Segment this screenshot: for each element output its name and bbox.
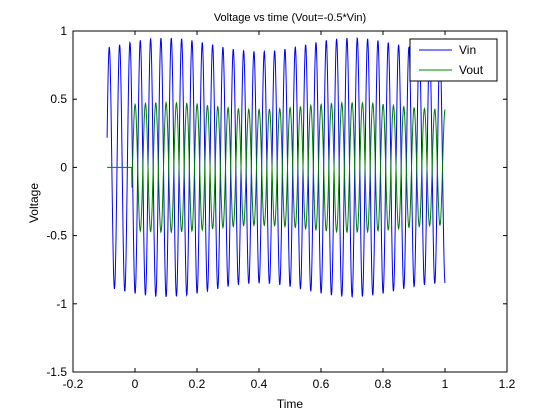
x-tick-label: -0.2 — [63, 377, 84, 391]
x-tick-label: 1 — [442, 377, 449, 391]
legend-label-vin: Vin — [459, 43, 476, 57]
chart-title: Voltage vs time (Vout=-0.5*Vin) — [214, 12, 366, 24]
series-layer — [106, 36, 446, 298]
x-tick-label: 0.2 — [189, 377, 206, 391]
y-axis-label: Voltage — [27, 183, 41, 223]
x-tick-label: 0.6 — [313, 377, 330, 391]
legend-box — [409, 38, 498, 82]
series-line-vout — [107, 100, 446, 234]
x-tick-label: 0.8 — [375, 377, 392, 391]
legend: Vin Vout — [409, 38, 498, 82]
x-axis-label: Time — [277, 397, 304, 411]
plot-area — [72, 30, 508, 373]
axis-ticks: -0.2 0 0.2 0.4 0.6 0.8 1 1.2 -1.5 -1 -0.5 0 0.5 1 — [46, 24, 515, 391]
y-tick-label: 0.5 — [50, 92, 67, 106]
y-tick-label: -1 — [56, 297, 67, 311]
y-tick-label: -0.5 — [46, 229, 67, 243]
y-tick-label: 1 — [60, 24, 67, 38]
y-tick-label: -1.5 — [46, 365, 67, 379]
x-tick-label: 1.2 — [499, 377, 516, 391]
y-tick-label: 0 — [60, 160, 67, 174]
legend-label-vout: Vout — [459, 63, 484, 77]
x-tick-label: 0.4 — [251, 377, 268, 391]
x-tick-label: 0 — [132, 377, 139, 391]
